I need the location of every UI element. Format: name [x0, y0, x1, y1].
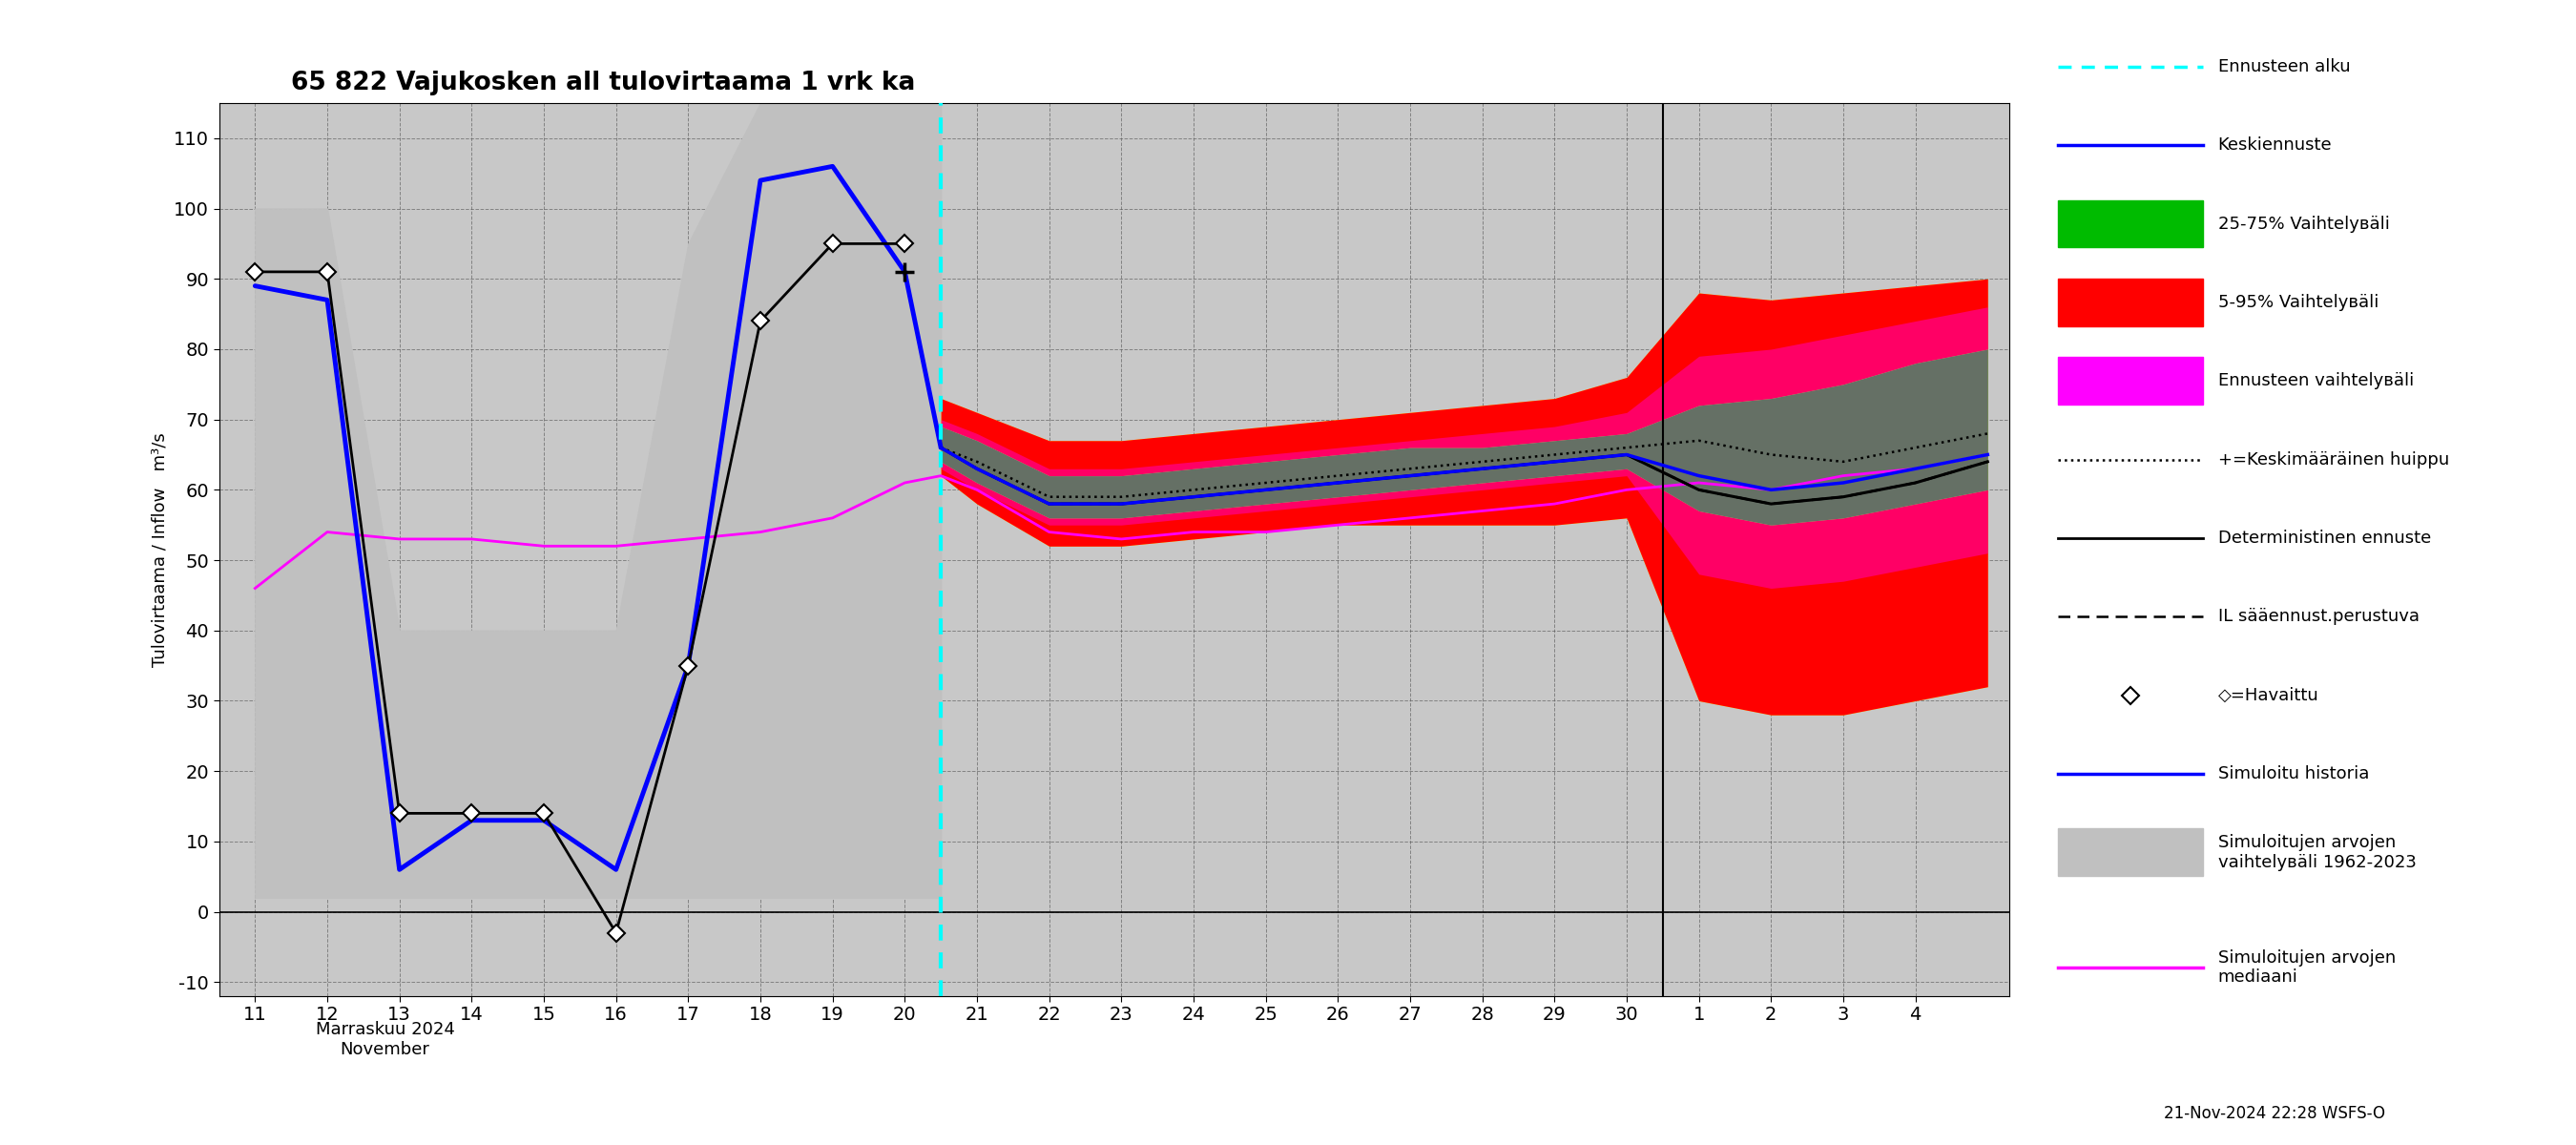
- Text: 25-75% Vaihtelувäli: 25-75% Vaihtelувäli: [2218, 215, 2391, 232]
- Text: 5-95% Vaihtelувäli: 5-95% Vaihtelувäli: [2218, 294, 2378, 311]
- Y-axis label: Tulovirtaama / Inflow   m³/s: Tulovirtaama / Inflow m³/s: [152, 433, 167, 666]
- Text: Ennusteen vaihtelувäli: Ennusteen vaihtelувäli: [2218, 372, 2414, 389]
- Text: Simuloitu historia: Simuloitu historia: [2218, 765, 2370, 782]
- Text: IL sääennust.perustuva: IL sääennust.perustuva: [2218, 608, 2419, 625]
- Bar: [2058, 357, 2202, 404]
- Text: 65 822 Vajukosken all tulovirtaama 1 vrk ka: 65 822 Vajukosken all tulovirtaama 1 vrk…: [291, 71, 914, 95]
- Text: Deterministinen ennuste: Deterministinen ennuste: [2218, 529, 2432, 546]
- Text: Marraskuu 2024
November: Marraskuu 2024 November: [314, 1020, 453, 1058]
- Text: ◇=Havaittu: ◇=Havaittu: [2218, 687, 2318, 704]
- Bar: [2058, 829, 2202, 876]
- Text: 21-Nov-2024 22:28 WSFS-O: 21-Nov-2024 22:28 WSFS-O: [2164, 1105, 2385, 1122]
- Text: Simuloitujen arvojen
mediaani: Simuloitujen arvojen mediaani: [2218, 949, 2396, 986]
- Bar: [2058, 200, 2202, 247]
- Text: Keskiennuste: Keskiennuste: [2218, 136, 2331, 153]
- Text: Ennusteen alku: Ennusteen alku: [2218, 58, 2349, 76]
- Bar: [2058, 278, 2202, 326]
- Text: Simuloitujen arvojen
vaihtelувäli 1962-2023: Simuloitujen arvojen vaihtelувäli 1962-2…: [2218, 834, 2416, 871]
- Text: +​=Keskimääräinen huippu: +​=Keskimääräinen huippu: [2218, 451, 2450, 468]
